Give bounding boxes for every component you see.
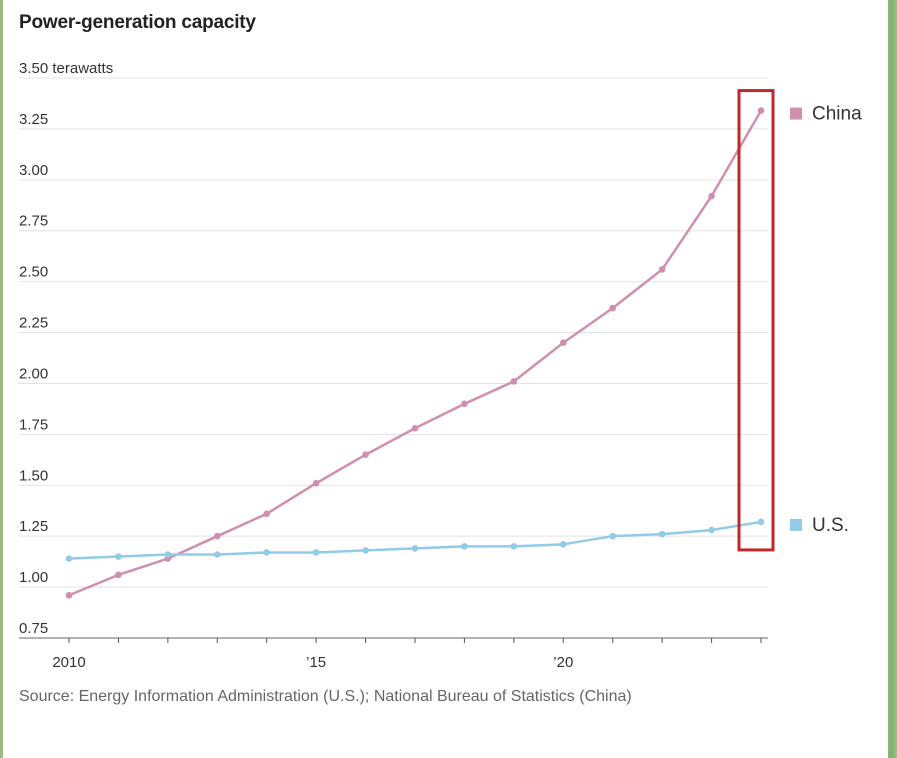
data-point xyxy=(461,543,468,550)
data-point xyxy=(362,547,369,554)
series-line-us xyxy=(68,520,762,560)
left-frame-border xyxy=(0,0,3,758)
data-point xyxy=(411,424,419,432)
data-point xyxy=(213,551,221,558)
legend-label: China xyxy=(812,104,862,125)
highlight-box xyxy=(737,89,775,552)
y-tick-label: 3.25 xyxy=(19,111,48,128)
y-tick-label: 0.75 xyxy=(19,620,48,637)
x-tick-label: ’15 xyxy=(306,654,326,671)
legend-swatch xyxy=(790,107,802,120)
data-point xyxy=(708,192,715,200)
data-point xyxy=(115,571,122,579)
legend-swatch xyxy=(790,518,802,531)
y-tick-label: 1.75 xyxy=(19,416,48,433)
y-tick-label: 2.50 xyxy=(19,264,48,281)
highlight-layer xyxy=(737,89,775,552)
data-point xyxy=(609,304,617,312)
data-point xyxy=(510,378,518,385)
data-point xyxy=(658,530,666,538)
data-point xyxy=(708,526,715,534)
data-point xyxy=(559,339,567,347)
right-frame-border xyxy=(888,0,897,758)
data-point xyxy=(312,549,320,556)
y-tick-label: 3.50 terawatts xyxy=(19,60,113,77)
x-tick-label: 2010 xyxy=(52,654,85,671)
data-point xyxy=(65,555,73,562)
series-layer xyxy=(65,107,765,599)
data-point xyxy=(757,518,765,526)
data-point xyxy=(510,543,518,550)
source-note: Source: Energy Information Administratio… xyxy=(19,688,632,705)
y-tick-label: 1.00 xyxy=(19,569,48,586)
legend-label: U.S. xyxy=(812,515,849,536)
y-tick-label: 2.75 xyxy=(19,213,48,230)
legend: China U.S. xyxy=(790,104,862,536)
data-point xyxy=(263,510,271,518)
data-point xyxy=(115,553,122,560)
data-point xyxy=(757,107,765,114)
y-tick-label: 1.50 xyxy=(19,467,48,484)
data-point xyxy=(312,479,320,487)
data-point xyxy=(362,451,369,459)
y-tick-label: 1.25 xyxy=(19,518,48,535)
x-tick-label: ’20 xyxy=(553,654,573,671)
y-tick-label: 2.00 xyxy=(19,365,48,382)
data-point xyxy=(411,545,419,552)
data-point xyxy=(65,591,73,599)
data-point xyxy=(164,551,172,558)
chart-title: Power-generation capacity xyxy=(19,12,256,33)
y-tick-label: 3.00 xyxy=(19,162,48,179)
series-line-china xyxy=(68,109,763,597)
grid-lines: 3.50 terawatts 3.25 3.00 2.75 2.50 2.25 2.00 1.… xyxy=(19,60,768,637)
data-point xyxy=(658,266,666,273)
data-point xyxy=(263,549,271,556)
data-point xyxy=(609,532,617,540)
data-point xyxy=(559,541,567,548)
data-point xyxy=(461,400,468,408)
data-point xyxy=(213,532,221,540)
line-chart: 3.50 terawatts 3.25 3.00 2.75 2.50 2.25 2.00 1.… xyxy=(19,60,862,671)
y-tick-label: 2.25 xyxy=(19,315,48,332)
x-axis: 2010 ’15 ’20 xyxy=(19,637,768,671)
